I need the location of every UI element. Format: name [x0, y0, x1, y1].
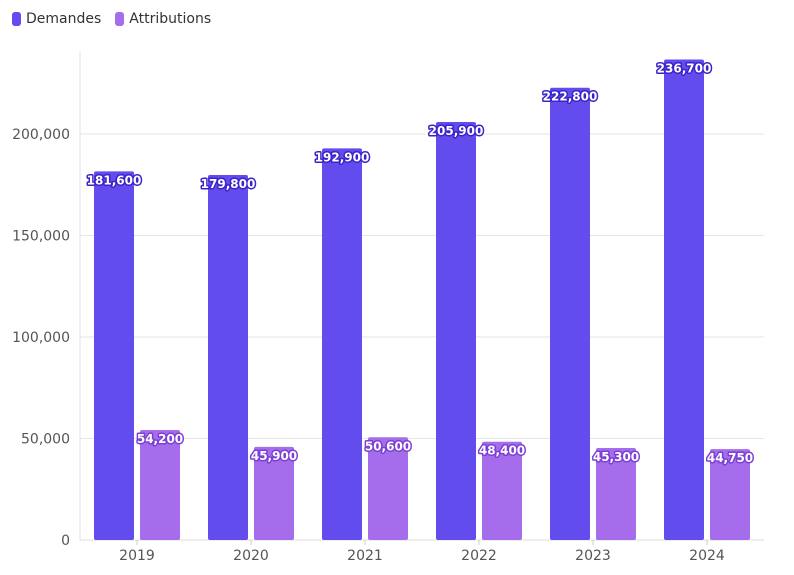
x-tick-label: 2020	[233, 548, 269, 564]
data-label: 179,800	[201, 177, 256, 191]
bar-attributions-2023[interactable]	[596, 448, 636, 540]
bar-demandes-2019[interactable]	[94, 171, 134, 541]
x-tick-label: 2022	[461, 548, 497, 564]
data-label: 205,900	[429, 124, 484, 138]
bar-attributions-2022[interactable]	[482, 441, 522, 540]
data-label: 181,600	[87, 173, 142, 187]
legend-label-attributions: Attributions	[129, 11, 212, 27]
y-tick-label: 150,000	[12, 229, 70, 245]
bar-demandes-2020[interactable]	[208, 175, 248, 541]
y-tick-label: 200,000	[12, 127, 70, 143]
bar-attributions-2024[interactable]	[710, 449, 750, 540]
y-tick-label: 100,000	[12, 330, 70, 346]
bar-demandes-2021[interactable]	[322, 148, 362, 540]
bar-demandes-2023[interactable]	[550, 87, 590, 540]
data-label: 45,900	[251, 449, 297, 463]
data-label: 45,300	[593, 450, 639, 464]
bar-attributions-2020[interactable]	[254, 446, 294, 540]
legend-item-attributions[interactable]: Attributions	[115, 11, 211, 27]
y-tick-label: 50,000	[21, 432, 70, 448]
data-label: 222,800	[543, 90, 598, 104]
x-tick-label: 2024	[689, 548, 725, 564]
x-tick-label: 2019	[119, 548, 155, 564]
data-label: 192,900	[315, 150, 370, 164]
data-label: 48,400	[479, 444, 525, 458]
legend-label-demandes: Demandes	[26, 11, 102, 27]
bar-attributions-2021[interactable]	[368, 437, 408, 540]
y-tick-label: 0	[61, 533, 70, 549]
data-label: 236,700	[657, 61, 712, 75]
legend-swatch-attributions	[115, 12, 125, 26]
x-tick-label: 2023	[575, 548, 611, 564]
legend-swatch-demandes	[12, 12, 21, 26]
bar-attributions-2019[interactable]	[140, 429, 180, 540]
data-label: 54,200	[137, 432, 183, 446]
bar-demandes-2024[interactable]	[664, 59, 704, 541]
data-label: 44,750	[707, 451, 753, 465]
bar-demandes-2022[interactable]	[436, 122, 476, 540]
legend-item-demandes[interactable]: Demandes	[12, 11, 101, 27]
legend: Demandes Attributions	[12, 11, 211, 27]
data-label: 50,600	[365, 439, 411, 453]
x-tick-label: 2021	[347, 548, 383, 564]
